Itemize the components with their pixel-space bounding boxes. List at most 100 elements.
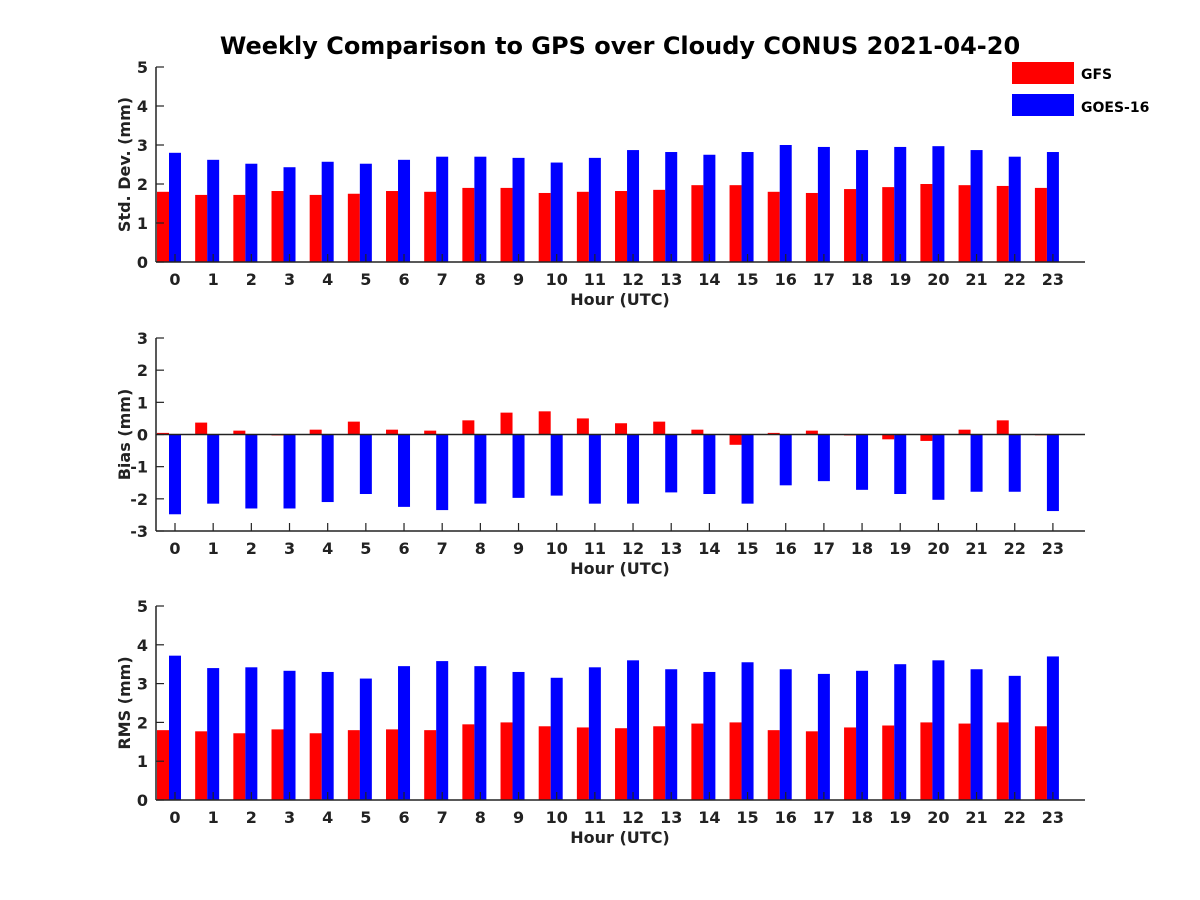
bias-bar-goes-16-hour-3	[283, 434, 296, 509]
std-dev-y-tick-label: 3	[137, 136, 148, 155]
rms-bar-goes-16-hour-6	[398, 666, 411, 800]
rms-x-tick-label: 19	[889, 808, 911, 827]
bias-bar-goes-16-hour-21	[970, 434, 983, 492]
rms-bar-goes-16-hour-14	[703, 671, 716, 800]
bias-x-tick-label: 12	[622, 539, 644, 558]
bias-bar-gfs-hour-14	[691, 429, 704, 435]
std-dev-bar-goes-16-hour-5	[359, 163, 372, 262]
std-dev-bar-goes-16-hour-0	[169, 152, 181, 262]
rms-bar-gfs-hour-8	[462, 724, 475, 800]
bias-bar-goes-16-hour-2	[245, 434, 258, 509]
std-dev-bar-goes-16-hour-16	[779, 145, 792, 262]
bias-bar-goes-16-hour-0	[169, 434, 181, 515]
rms-bar-goes-16-hour-10	[550, 677, 563, 800]
legend-label-goes-16: GOES-16	[1081, 100, 1149, 116]
legend-swatch-gfs	[1012, 62, 1074, 84]
std-dev-bar-gfs-hour-2	[233, 194, 246, 262]
bias-bar-gfs-hour-5	[347, 421, 360, 435]
bias-x-tick-label: 6	[398, 539, 409, 558]
bias-y-tick-label: -3	[130, 522, 148, 541]
rms-x-tick-label: 16	[775, 808, 797, 827]
rms-x-tick-label: 1	[208, 808, 219, 827]
bias-x-tick-label: 3	[284, 539, 295, 558]
rms-x-tick-label: 21	[965, 808, 987, 827]
rms-bar-goes-16-hour-5	[359, 678, 372, 800]
std-dev-bar-gfs-hour-3	[271, 191, 284, 262]
rms-bar-gfs-hour-22	[996, 722, 1009, 800]
bias-bar-goes-16-hour-15	[741, 434, 754, 504]
rms-bar-goes-16-hour-18	[856, 670, 869, 800]
bias-bar-goes-16-hour-12	[627, 434, 640, 504]
rms-bar-gfs-hour-3	[271, 729, 284, 800]
std-dev-x-tick-label: 3	[284, 270, 295, 289]
rms-bar-gfs-hour-0	[157, 730, 169, 800]
bias-bar-goes-16-hour-6	[398, 434, 411, 507]
bias-x-tick-label: 7	[437, 539, 448, 558]
rms-bar-goes-16-hour-20	[932, 660, 945, 800]
rms-bar-gfs-hour-1	[195, 731, 208, 800]
bias-bar-goes-16-hour-18	[856, 434, 869, 490]
std-dev-bar-goes-16-hour-22	[1008, 156, 1021, 262]
bias-y-tick-label: -1	[130, 458, 148, 477]
std-dev-bar-gfs-hour-22	[996, 185, 1009, 262]
bias-x-tick-label: 2	[246, 539, 257, 558]
bias-x-tick-label: 19	[889, 539, 911, 558]
std-dev-bar-goes-16-hour-7	[436, 156, 449, 262]
std-dev-bar-goes-16-hour-2	[245, 163, 258, 262]
rms-y-tick-label: 3	[137, 675, 148, 694]
bias-bar-gfs-hour-7	[424, 430, 437, 435]
rms-bar-gfs-hour-19	[882, 725, 895, 800]
std-dev-x-tick-label: 15	[736, 270, 758, 289]
rms-bar-goes-16-hour-3	[283, 670, 296, 800]
std-dev-bar-gfs-hour-12	[615, 191, 628, 262]
rms-bar-goes-16-hour-7	[436, 661, 449, 800]
bias-x-tick-label: 20	[927, 539, 949, 558]
bias-bar-gfs-hour-0	[157, 432, 169, 435]
bias-bar-gfs-hour-1	[195, 422, 208, 435]
std-dev-x-tick-label: 7	[437, 270, 448, 289]
rms-bar-goes-16-hour-12	[627, 660, 640, 800]
std-dev-y-axis-label: Std. Dev. (mm)	[115, 97, 134, 232]
std-dev-bar-gfs-hour-13	[653, 189, 666, 262]
std-dev-x-tick-label: 4	[322, 270, 333, 289]
std-dev-x-tick-label: 12	[622, 270, 644, 289]
bias-x-tick-label: 13	[660, 539, 682, 558]
bias-x-tick-label: 8	[475, 539, 486, 558]
bias-bar-gfs-hour-6	[386, 429, 399, 435]
rms-bar-gfs-hour-12	[615, 728, 628, 800]
bias-x-tick-label: 14	[698, 539, 720, 558]
rms-bar-goes-16-hour-21	[970, 669, 983, 800]
rms-y-tick-label: 0	[137, 791, 148, 810]
rms-y-tick-label: 5	[137, 597, 148, 616]
legend-label-gfs: GFS	[1081, 67, 1112, 83]
rms-bar-gfs-hour-21	[958, 723, 971, 800]
std-dev-bar-gfs-hour-10	[538, 192, 551, 262]
std-dev-bar-gfs-hour-15	[729, 185, 742, 262]
rms-x-tick-label: 22	[1004, 808, 1026, 827]
std-dev-bar-gfs-hour-7	[424, 191, 437, 262]
bias-x-tick-label: 9	[513, 539, 524, 558]
rms-bar-gfs-hour-15	[729, 722, 742, 800]
std-dev-y-tick-label: 2	[137, 175, 148, 194]
std-dev-x-tick-label: 13	[660, 270, 682, 289]
std-dev-bar-gfs-hour-0	[157, 191, 169, 262]
rms-bar-goes-16-hour-13	[665, 669, 678, 800]
bias-bar-gfs-hour-19	[882, 434, 895, 440]
bias-bar-gfs-hour-4	[309, 429, 322, 435]
bias-x-axis-label: Hour (UTC)	[570, 559, 670, 578]
bias-y-tick-label: 0	[137, 426, 148, 445]
std-dev-x-tick-label: 5	[360, 270, 371, 289]
std-dev-x-tick-label: 9	[513, 270, 524, 289]
std-dev-x-tick-label: 16	[775, 270, 797, 289]
bias-bar-gfs-hour-22	[996, 420, 1009, 435]
rms-bar-gfs-hour-11	[576, 727, 589, 800]
std-dev-bar-goes-16-hour-13	[665, 152, 678, 262]
bias-x-tick-label: 4	[322, 539, 333, 558]
std-dev-x-tick-label: 10	[546, 270, 568, 289]
rms-bar-gfs-hour-23	[1034, 726, 1047, 800]
rms-bar-goes-16-hour-17	[817, 673, 830, 800]
std-dev-y-tick-label: 1	[137, 214, 148, 233]
std-dev-bar-gfs-hour-17	[805, 192, 818, 262]
